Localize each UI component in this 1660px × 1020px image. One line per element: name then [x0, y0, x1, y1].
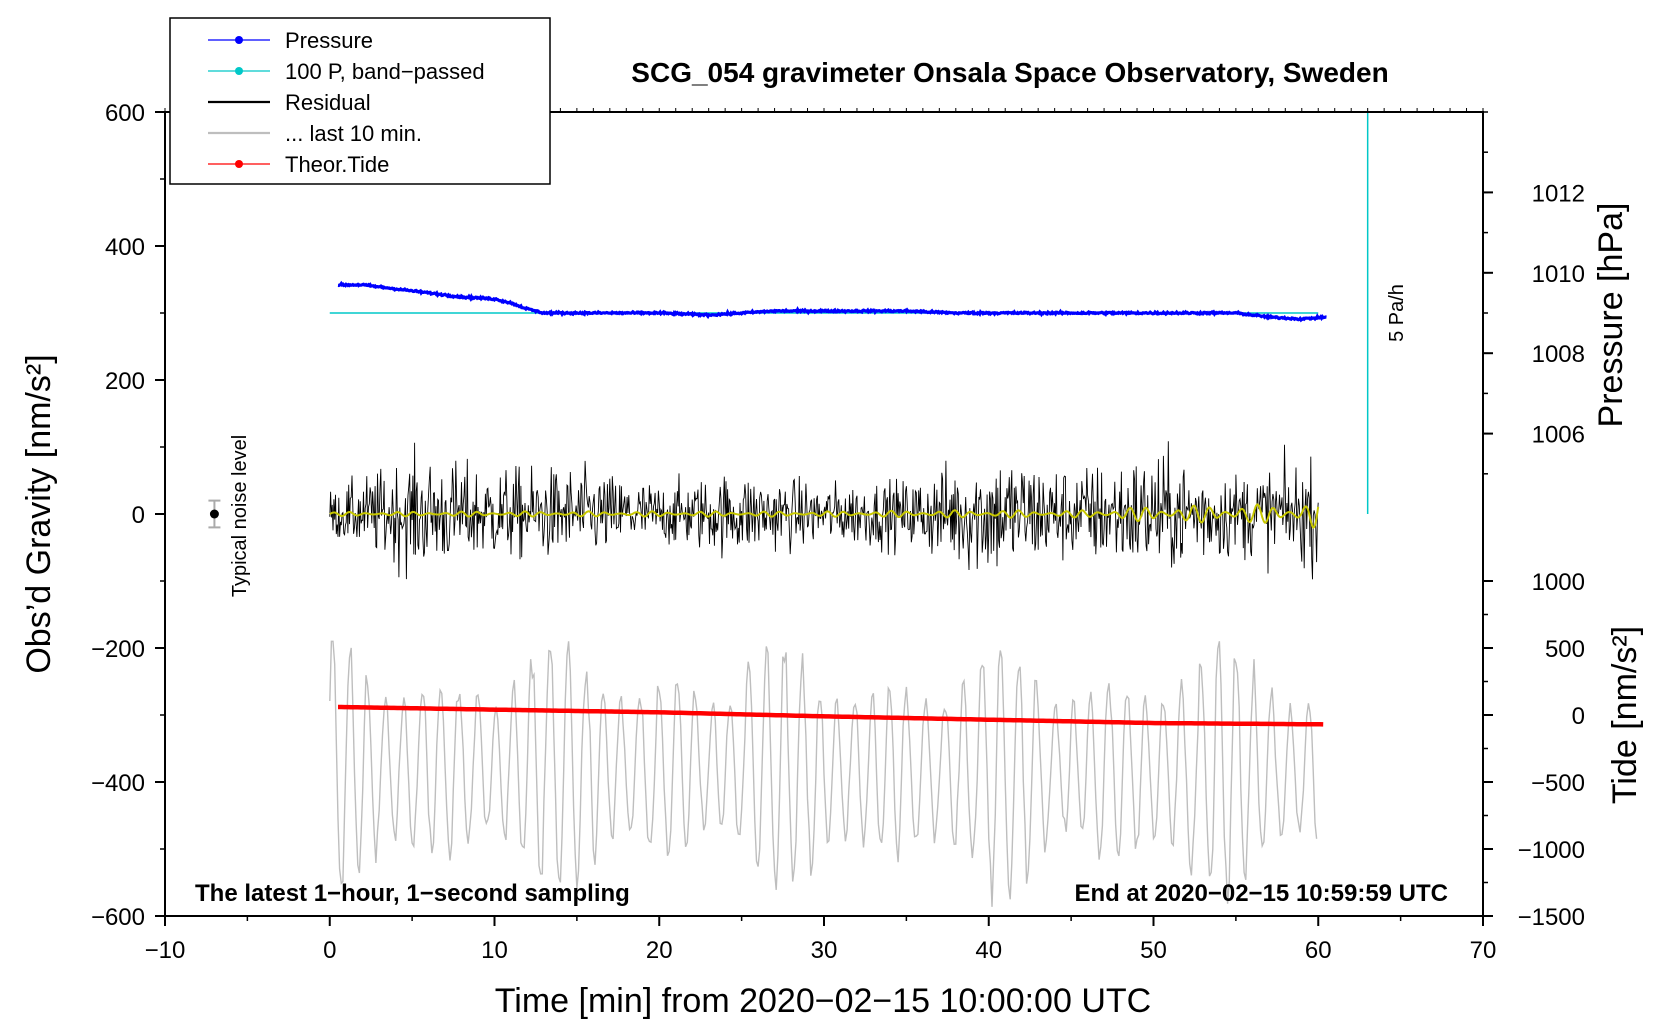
x-tick-label: −10	[145, 937, 186, 964]
y-left-tick-label: 0	[132, 502, 145, 529]
residual-trace	[329, 441, 1319, 580]
y-axis-left-title: Obs’d Gravity [nm/s²]	[20, 354, 58, 673]
footer-left-note: The latest 1−hour, 1−second sampling	[195, 880, 630, 907]
x-tick-label: 10	[481, 937, 508, 964]
legend-swatch-marker	[235, 36, 243, 44]
pressure-tick-label: 1012	[1532, 180, 1585, 207]
y-left-tick-label: 600	[105, 100, 145, 127]
x-tick-label: 60	[1305, 937, 1332, 964]
noise-point	[209, 509, 219, 519]
x-tick-label: 20	[646, 937, 673, 964]
tide-tick-label: 500	[1545, 636, 1585, 663]
tide-tick-label: −1000	[1518, 837, 1585, 864]
last-10-min-trace	[329, 640, 1318, 907]
legend-entry-label: ... last 10 min.	[285, 121, 422, 146]
x-tick-label: 70	[1470, 937, 1497, 964]
y-left-tick-label: 400	[105, 234, 145, 261]
legend-entry-label: Residual	[285, 90, 371, 115]
filtered-residual-trace	[329, 503, 1320, 529]
pressure-trace	[337, 280, 1327, 323]
pressure-tick-label: 1010	[1532, 261, 1585, 288]
x-tick-label: 40	[975, 937, 1002, 964]
chart-title: SCG_054 gravimeter Onsala Space Observat…	[631, 57, 1388, 88]
tide-tick-label: −500	[1531, 770, 1585, 797]
legend-entry-label: Theor.Tide	[285, 152, 389, 177]
noise-level-label: Typical noise level	[229, 435, 251, 597]
y-left-tick-label: −200	[91, 636, 145, 663]
tide-tick-label: 1000	[1532, 569, 1585, 596]
y-axis-pressure-title: Pressure [hPa]	[1592, 203, 1630, 428]
x-tick-label: 0	[323, 937, 336, 964]
legend-entry-label: Pressure	[285, 28, 373, 53]
legend-swatch-marker	[235, 160, 243, 168]
legend-entry-label: 100 P, band−passed	[285, 59, 485, 84]
pressure-tick-label: 1006	[1532, 422, 1585, 449]
legend: Pressure 100 P, band−passed Residual ... la…	[169, 17, 551, 185]
pressure-tick-label: 1008	[1532, 341, 1585, 368]
y-left-tick-label: −400	[91, 770, 145, 797]
tide-trace	[338, 704, 1324, 727]
x-tick-label: 50	[1140, 937, 1167, 964]
footer-right-note: End at 2020−02−15 10:59:59 UTC	[1074, 880, 1448, 907]
axes: −10 0 10 20 30 40 50 60 70 600 400 200 0 −200 −400 −600…	[91, 100, 1585, 964]
x-axis-title: Time [min] from 2020−02−15 10:00:00 UTC	[495, 982, 1151, 1020]
x-tick-label: 30	[811, 937, 838, 964]
y-left-tick-label: −600	[91, 904, 145, 931]
tide-tick-label: 0	[1572, 703, 1585, 730]
y-axis-tide-title: Tide [nm/s²]	[1606, 626, 1644, 804]
y-left-tick-label: 200	[105, 368, 145, 395]
legend-swatch-marker	[235, 67, 243, 75]
tide-tick-label: −1500	[1518, 904, 1585, 931]
plot-area	[208, 112, 1369, 907]
rate-label: 5 Pa/h	[1386, 284, 1408, 342]
